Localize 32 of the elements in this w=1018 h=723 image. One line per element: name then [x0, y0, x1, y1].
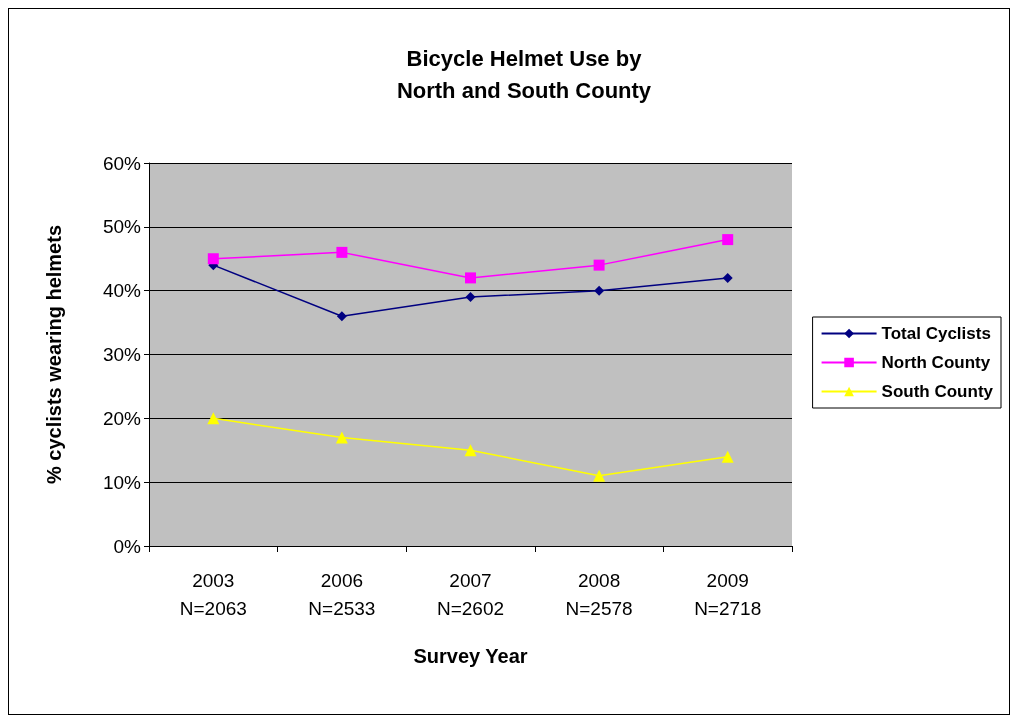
y-tick-label: 40% [102, 280, 142, 302]
legend-label: South County [881, 382, 994, 401]
point [593, 469, 606, 482]
point [593, 259, 605, 271]
point [464, 444, 477, 457]
point [336, 246, 348, 258]
point [335, 431, 348, 444]
y-tick-label: 0% [113, 535, 142, 557]
x-tick-label: 2006 N=2533 [308, 569, 376, 619]
point [722, 272, 733, 283]
point [207, 412, 220, 425]
x-tick-label: 2008 N=2578 [565, 569, 633, 619]
y-axis-title: % cyclists wearing helmets [43, 224, 65, 485]
point [336, 311, 347, 322]
point [721, 450, 734, 463]
legend-label: North County [881, 353, 991, 372]
point [465, 272, 476, 284]
point [207, 253, 219, 265]
legend-label: Total Cyclists [881, 324, 991, 343]
point [594, 285, 605, 296]
y-tick-label: 30% [102, 344, 142, 365]
y-tick-label: 10% [102, 471, 142, 493]
x-axis-title: Survey Year [413, 645, 528, 667]
x-tick-label: 2003 N=2063 [179, 569, 247, 619]
x-tick-label: 2007 N=2602 [436, 569, 505, 619]
y-tick-label: 50% [102, 216, 142, 238]
x-tick-label: 2009 N=2718 [694, 569, 762, 619]
chart-title: Bicycle Helmet Use by North and South County [396, 45, 652, 103]
point [722, 234, 734, 246]
point [465, 292, 476, 303]
y-tick-label: 60% [102, 152, 142, 174]
y-tick-label: 20% [102, 407, 142, 429]
